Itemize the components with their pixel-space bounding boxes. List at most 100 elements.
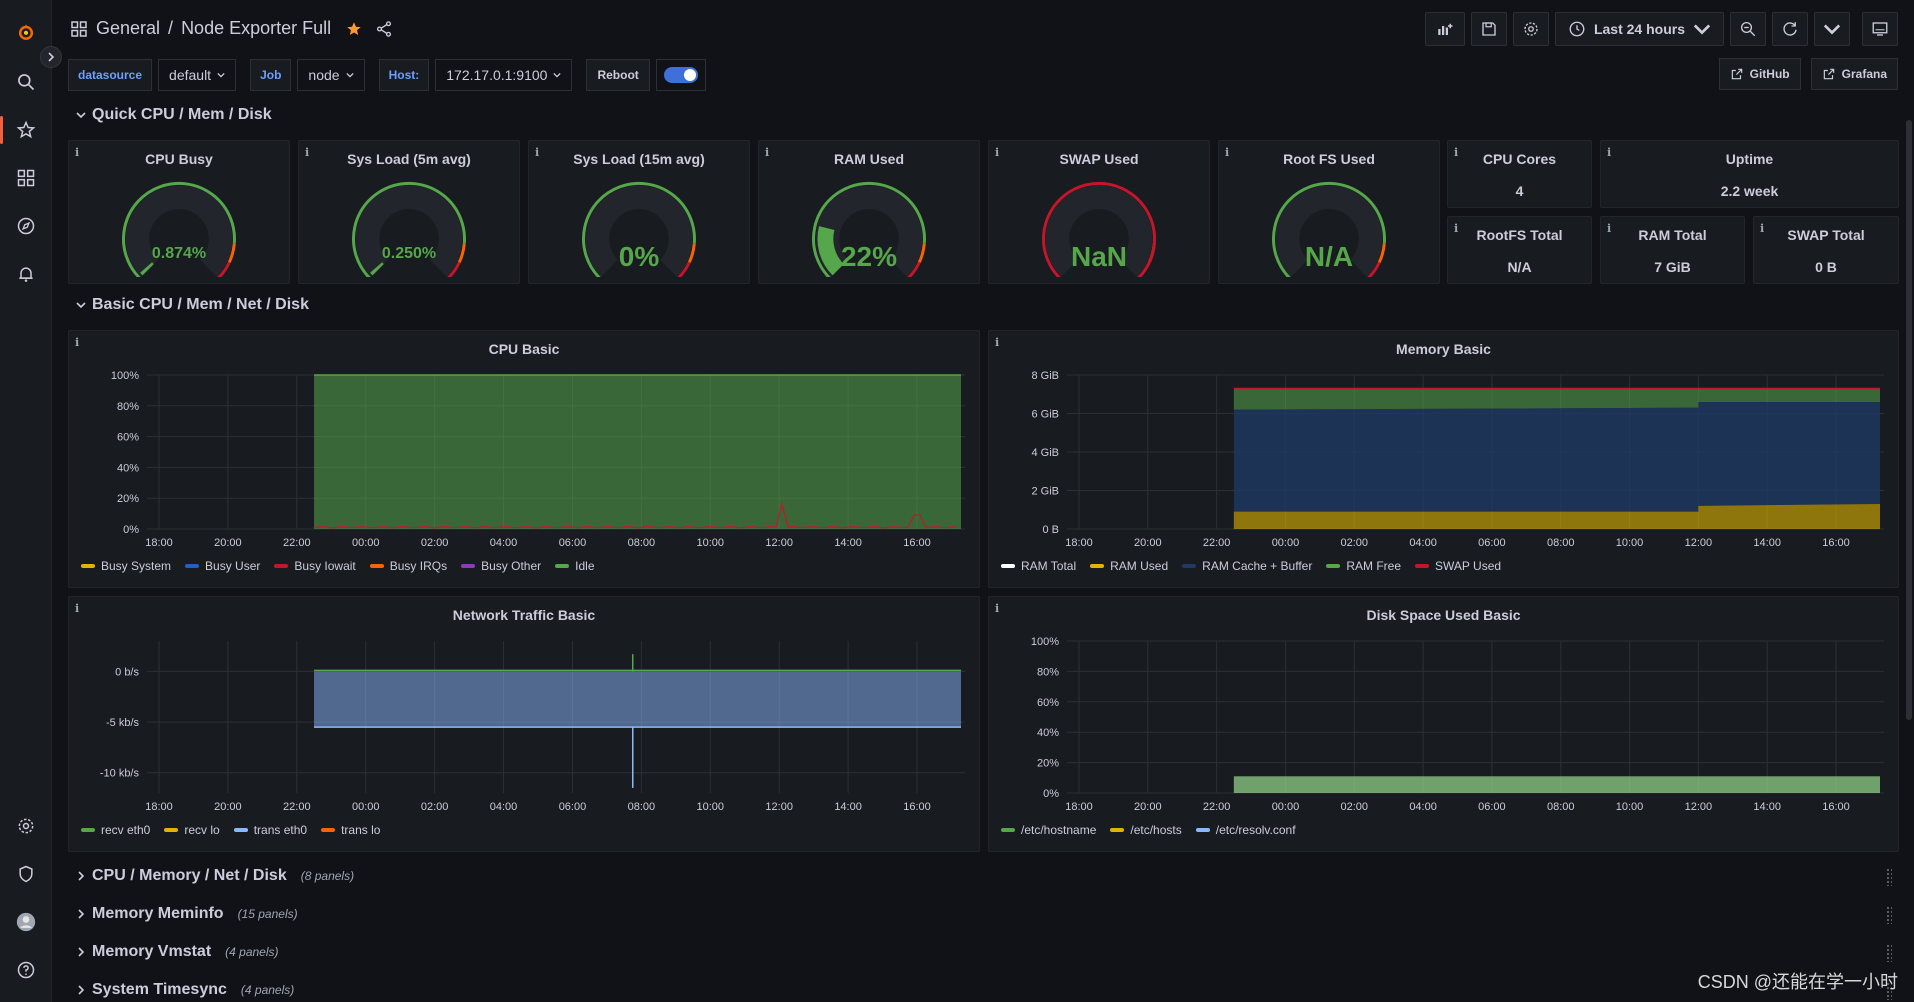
graph-panel-memory-basic[interactable]: i Memory Basic 8 GiB 6 GiB 4 GiB 2 GiB 0 B 18:0… <box>988 330 1899 588</box>
info-icon[interactable]: i <box>1454 146 1459 159</box>
breadcrumb: General / Node Exporter Full <box>70 18 393 39</box>
legend-item[interactable]: RAM Free <box>1326 559 1401 573</box>
legend-item[interactable]: Busy User <box>185 559 260 573</box>
drag-handle-icon[interactable] <box>1886 982 1892 1000</box>
tv-mode-button[interactable] <box>1862 12 1898 46</box>
folder-link[interactable]: General <box>96 18 161 38</box>
legend-item[interactable]: Busy Other <box>461 559 541 573</box>
legend-item[interactable]: recv eth0 <box>81 823 150 837</box>
legend-item[interactable]: Busy Iowait <box>274 559 356 573</box>
explore-icon[interactable] <box>10 210 42 242</box>
starred-icon[interactable] <box>10 114 42 146</box>
refresh-interval-dropdown[interactable] <box>1814 12 1850 46</box>
gauge-panel[interactable]: i RAM Used 22% <box>758 140 980 284</box>
row-header[interactable]: Memory Vmstat (4 panels) <box>76 943 279 961</box>
graph-panel-network-traffic-basic[interactable]: i Network Traffic Basic 0 b/s -5 kb/s -10 kb… <box>68 596 980 852</box>
user-avatar-icon[interactable] <box>10 906 42 938</box>
save-dashboard-button[interactable] <box>1470 12 1507 46</box>
grafana-link[interactable]: Grafana <box>1810 58 1898 90</box>
gauge-panel[interactable]: i SWAP Used NaN <box>988 140 1210 284</box>
time-picker-button[interactable]: Last 24 hours <box>1554 12 1724 46</box>
info-icon[interactable]: i <box>1607 146 1612 159</box>
expand-sidebar-button[interactable] <box>40 46 62 68</box>
gauge-panel[interactable]: i CPU Busy 0.874% <box>68 140 290 284</box>
gauge-threshold-green <box>582 181 696 277</box>
info-icon[interactable]: i <box>1760 222 1765 235</box>
search-icon[interactable] <box>10 66 42 98</box>
legend-item[interactable]: RAM Used <box>1090 559 1168 573</box>
legend-item[interactable]: SWAP Used <box>1415 559 1501 573</box>
legend-item[interactable]: Idle <box>555 559 595 573</box>
refresh-button[interactable] <box>1772 12 1808 46</box>
alerting-icon[interactable] <box>10 258 42 290</box>
info-icon[interactable]: i <box>75 602 80 615</box>
gauge-panel[interactable]: i Sys Load (5m avg) 0.250% <box>298 140 520 284</box>
chart-area: 100% 80% 60% 40% 20% 0% 18:00 20:00 22:00 00:00 02… <box>1031 636 1884 813</box>
add-panel-button[interactable] <box>1424 12 1465 46</box>
info-icon[interactable]: i <box>305 146 310 159</box>
info-icon[interactable]: i <box>1225 146 1230 159</box>
variable-select-host[interactable]: 172.17.0.1:9100 <box>435 59 573 91</box>
stat-panel-rootfs-total[interactable]: i RootFS Total N/A <box>1447 216 1592 284</box>
info-icon[interactable]: i <box>995 146 1000 159</box>
variable-select-job[interactable]: node <box>297 59 365 91</box>
legend-item[interactable]: Busy IRQs <box>369 559 447 573</box>
stat-panel-uptime[interactable]: i Uptime 2.2 week <box>1600 140 1899 208</box>
x-tick-label: 06:00 <box>559 537 587 549</box>
dashboards-icon[interactable] <box>10 162 42 194</box>
page-scrollbar[interactable] <box>1906 120 1912 720</box>
legend-item[interactable]: trans eth0 <box>233 823 307 837</box>
info-icon[interactable]: i <box>535 146 540 159</box>
stat-panel-ram-total[interactable]: i RAM Total 7 GiB <box>1600 216 1745 284</box>
server-admin-icon[interactable] <box>10 858 42 890</box>
row-basic-cpu-mem-net-disk[interactable]: Basic CPU / Mem / Net / Disk <box>76 296 309 314</box>
legend-item[interactable]: RAM Total <box>1001 559 1076 573</box>
info-icon[interactable]: i <box>995 336 1000 349</box>
clock-icon <box>1569 21 1585 37</box>
gauge-panel[interactable]: i Sys Load (15m avg) 0% <box>528 140 750 284</box>
gauge-panel[interactable]: i Root FS Used N/A <box>1218 140 1440 284</box>
legend-item[interactable]: /etc/resolv.conf <box>1195 823 1296 837</box>
dashboard-settings-button[interactable] <box>1512 12 1549 46</box>
y-tick-label: -10 kb/s <box>100 768 140 780</box>
legend-item[interactable]: /etc/hostname <box>1001 823 1096 837</box>
star-filled-icon[interactable] <box>345 20 363 38</box>
drag-handle-icon[interactable] <box>1886 944 1892 962</box>
legend-item[interactable]: Busy System <box>81 559 171 573</box>
variable-select-datasource[interactable]: default <box>158 59 237 91</box>
zoom-out-button[interactable] <box>1730 12 1766 46</box>
info-icon[interactable]: i <box>75 146 80 159</box>
row-quick-cpu-mem-disk[interactable]: Quick CPU / Mem / Disk <box>76 106 272 124</box>
stat-panel-cpu-cores[interactable]: i CPU Cores 4 <box>1447 140 1592 208</box>
info-icon[interactable]: i <box>1607 222 1612 235</box>
info-icon[interactable]: i <box>1454 222 1459 235</box>
legend-item[interactable]: /etc/hosts <box>1110 823 1182 837</box>
collapsed-row[interactable]: Memory Meminfo (15 panels) <box>68 898 1900 932</box>
stat-panel-swap-total[interactable]: i SWAP Total 0 B <box>1753 216 1899 284</box>
github-link[interactable]: GitHub <box>1718 58 1801 90</box>
drag-handle-icon[interactable] <box>1886 868 1892 886</box>
grafana-logo-icon[interactable] <box>10 16 42 48</box>
collapsed-row[interactable]: Memory Vmstat (4 panels) <box>68 936 1900 970</box>
row-header[interactable]: System Timesync (4 panels) <box>76 981 294 999</box>
gauge-value: 0% <box>618 241 660 272</box>
info-icon[interactable]: i <box>995 602 1000 615</box>
graph-panel-cpu-basic[interactable]: i CPU Basic 100% 80% 60% 40% 20% 0% 18:00 20:00 22… <box>68 330 980 588</box>
row-header[interactable]: Memory Meminfo (15 panels) <box>76 905 298 923</box>
legend-item[interactable]: trans lo <box>321 823 380 837</box>
share-icon[interactable] <box>375 20 393 38</box>
configuration-icon[interactable] <box>10 810 42 842</box>
info-icon[interactable]: i <box>75 336 80 349</box>
graph-panel-disk-space-used-basic[interactable]: i Disk Space Used Basic 100% 80% 60% 40% 20% 0%… <box>988 596 1899 852</box>
row-header[interactable]: CPU / Memory / Net / Disk (8 panels) <box>76 867 354 885</box>
drag-handle-icon[interactable] <box>1886 906 1892 924</box>
collapsed-row[interactable]: CPU / Memory / Net / Disk (8 panels) <box>68 860 1900 894</box>
collapsed-row[interactable]: System Timesync (4 panels) <box>68 974 1900 1002</box>
info-icon[interactable]: i <box>765 146 770 159</box>
legend-item[interactable]: recv lo <box>164 823 220 837</box>
dashboard-title[interactable]: Node Exporter Full <box>181 18 332 38</box>
help-icon[interactable] <box>10 954 42 986</box>
legend-item[interactable]: RAM Cache + Buffer <box>1182 559 1312 573</box>
reboot-toggle[interactable] <box>655 59 706 91</box>
row-panel-count: (4 panels) <box>225 945 279 959</box>
